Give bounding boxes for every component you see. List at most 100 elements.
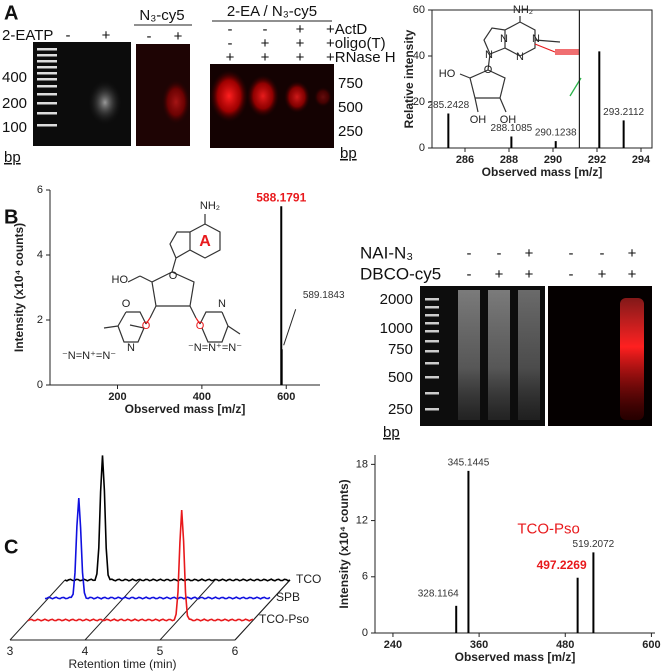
ladder-band xyxy=(425,362,439,365)
ladder-band xyxy=(37,124,57,127)
ladder-band xyxy=(37,54,57,57)
x-tick-label: 600 xyxy=(277,391,295,403)
x-tick-label: 288 xyxy=(500,154,518,166)
ladder-label: 500 xyxy=(338,99,363,116)
y-axis-label: Relative intensity xyxy=(402,29,416,128)
gel-header: 2-EATP xyxy=(2,27,53,44)
ladder-label: 200 xyxy=(2,95,27,112)
panel-label: C xyxy=(4,536,18,558)
peak-label: 288.1085 xyxy=(491,123,533,134)
ladder-label: 100 xyxy=(2,119,27,136)
lane-sign: - xyxy=(569,245,574,262)
y-tick-label: 0 xyxy=(362,627,368,639)
atom-label: HO xyxy=(112,274,129,286)
atom-label: N xyxy=(218,298,226,310)
gel-smear xyxy=(88,80,122,125)
lane-signs: - - + +ActD- + + +oligo(T)+ + + +RNase H xyxy=(226,21,396,66)
structure xyxy=(459,16,580,113)
ladder-band xyxy=(425,314,439,317)
atom-label: O xyxy=(196,320,205,332)
gel-band xyxy=(247,75,279,117)
unit-label: bp xyxy=(340,145,357,162)
ladder-band xyxy=(425,322,439,325)
trace xyxy=(64,455,291,582)
row-label: +oligo(T) xyxy=(326,35,386,52)
ladder-band xyxy=(37,48,57,51)
ladder-band xyxy=(37,85,57,88)
lane-sign: - xyxy=(467,245,472,262)
peak-label: 290.1238 xyxy=(535,128,577,139)
atom-label: ⁻N=N⁺=N⁻ xyxy=(188,342,242,354)
grid-line xyxy=(84,579,141,641)
lane-sign: + xyxy=(261,35,270,52)
ladder-label: 400 xyxy=(2,69,27,86)
lane-sign: + xyxy=(628,245,637,262)
ladder-labels: 2000 1000 750 500 250 bp xyxy=(380,291,413,441)
x-tick-label: 292 xyxy=(588,154,606,166)
ladder-band xyxy=(37,112,57,115)
lane-sign: + xyxy=(628,266,637,283)
x-tick-label: 290 xyxy=(544,154,562,166)
ladder-label: 250 xyxy=(338,123,363,140)
y-tick-label: 12 xyxy=(356,514,368,526)
gel-header: 2-EA / N₃-cy5 xyxy=(227,3,317,20)
x-tick-label: 5 xyxy=(157,644,164,658)
ladder xyxy=(37,48,57,127)
ladder-band xyxy=(425,340,439,343)
x-tick-label: 240 xyxy=(384,639,402,651)
lane-sign: - xyxy=(147,28,152,45)
y-axis-label: Intensity (x10⁴ counts) xyxy=(12,223,26,352)
lane-sign: + xyxy=(525,245,534,262)
x-axis-label: Observed mass [m/z] xyxy=(482,165,603,179)
row-label: DBCO-cy5 xyxy=(360,264,441,283)
x-tick-label: 294 xyxy=(632,154,651,166)
atom-label: OH xyxy=(500,114,517,126)
ladder-label: 750 xyxy=(338,75,363,92)
atom-label: N xyxy=(485,49,493,61)
x-tick-label: 480 xyxy=(556,639,574,651)
lane-sign: - xyxy=(228,35,233,52)
x-tick-label: 286 xyxy=(456,154,474,166)
lane-sign: + xyxy=(174,28,183,45)
ladder-band xyxy=(37,102,57,105)
peak-label: 293.2112 xyxy=(603,107,644,118)
x-tick-label: 600 xyxy=(642,639,660,651)
gel-smear xyxy=(488,290,510,420)
y-tick-label: 18 xyxy=(356,458,368,470)
atom-label: N xyxy=(516,51,524,63)
ladder-label: 1000 xyxy=(380,320,413,337)
row-label: +ActD xyxy=(326,21,367,38)
lane-sign: + xyxy=(296,35,305,52)
ladder xyxy=(425,298,439,411)
ladder-band xyxy=(425,376,439,379)
lane-sign: - xyxy=(228,21,233,38)
lane-sign: - xyxy=(569,266,574,283)
annotation: TCO-Pso xyxy=(517,521,580,538)
gel-band xyxy=(284,81,310,113)
x-tick-label: 400 xyxy=(193,391,211,403)
series-label: SPB xyxy=(276,590,300,604)
ladder-band xyxy=(425,392,439,395)
leader-line xyxy=(283,309,297,346)
ladder-band xyxy=(425,306,439,309)
peak-label: 519.2072 xyxy=(573,539,615,550)
x-tick-label: 200 xyxy=(108,391,126,403)
peak-label: 497.2269 xyxy=(537,558,587,572)
grid-line xyxy=(234,579,291,641)
x-axis-label: Observed mass [m/z] xyxy=(125,402,246,416)
y-tick-label: 6 xyxy=(362,571,368,583)
gel-smear xyxy=(620,298,644,420)
atom-label: O xyxy=(122,298,131,310)
x-tick-label: 360 xyxy=(470,639,488,651)
atom-label: HO xyxy=(439,68,456,80)
lane-sign: + xyxy=(525,266,534,283)
atom-label: O xyxy=(169,270,178,282)
atom-label: N xyxy=(127,342,135,354)
peak-label: 588.1791 xyxy=(256,190,306,204)
y-axis-label: Intensity (x10⁴ counts) xyxy=(337,479,351,608)
atom-label: O xyxy=(484,64,493,76)
y-tick-label: 6 xyxy=(37,184,43,196)
ladder-band xyxy=(425,408,439,411)
atom-label: A xyxy=(199,233,211,250)
